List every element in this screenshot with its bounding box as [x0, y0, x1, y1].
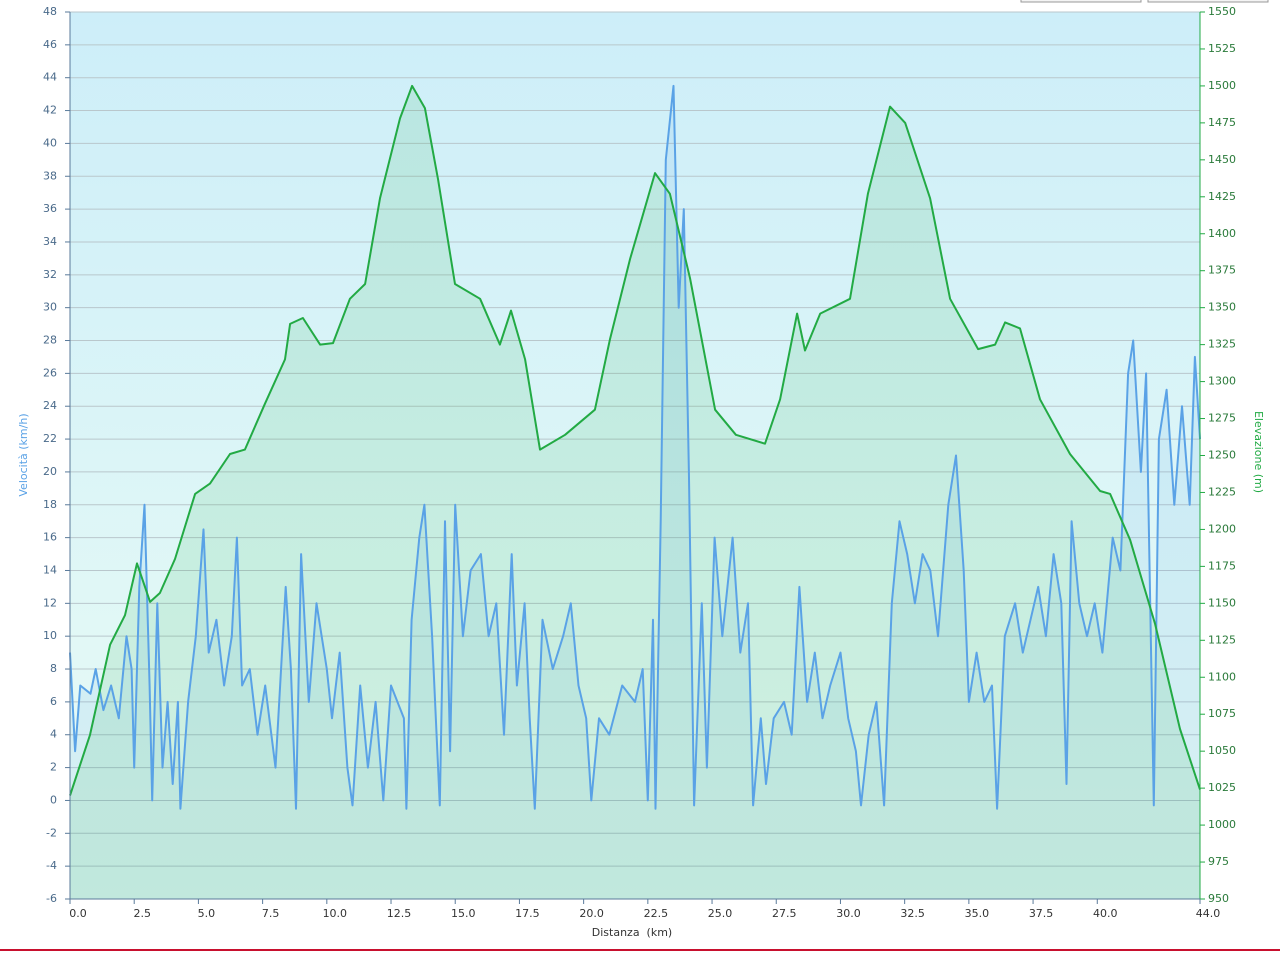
- series-area: [70, 85, 1200, 899]
- y-tick-label: 40: [43, 136, 57, 149]
- y-tick-label: 24: [43, 399, 57, 412]
- y-tick-label: 36: [43, 202, 57, 215]
- y-tick-label: 6: [50, 695, 57, 708]
- y-tick-label: 14: [43, 563, 57, 576]
- y-tick-label: -2: [46, 826, 57, 839]
- y-axis-title: Velocità (km/h): [17, 413, 30, 496]
- x-tick-label: 27.5: [772, 907, 797, 920]
- y-tick-label: 48: [43, 5, 57, 18]
- y2-tick-label: 1250: [1208, 449, 1236, 462]
- y-tick-label: 38: [43, 169, 57, 182]
- y2-tick-label: 1325: [1208, 338, 1236, 351]
- x-tick-label: 17.5: [515, 907, 540, 920]
- toolbar-button[interactable]: [1020, 0, 1142, 3]
- y-tick-label: -4: [46, 859, 57, 872]
- y-tick-label: 26: [43, 366, 57, 379]
- x-tick-label: 30.0: [836, 907, 861, 920]
- y2-tick-label: 1375: [1208, 264, 1236, 277]
- x-tick-label: 40.0: [1093, 907, 1118, 920]
- y2-tick-label: 1225: [1208, 485, 1236, 498]
- axes: -6-4-20246810121416182022242628303234363…: [43, 5, 1236, 920]
- series-line: [69, 84, 1201, 796]
- y-tick-label: 34: [43, 235, 57, 248]
- x-tick-label: 5.0: [198, 907, 216, 920]
- y2-tick-label: 1200: [1208, 522, 1236, 535]
- x-tick-label: 2.5: [133, 907, 151, 920]
- y-tick-label: 28: [43, 334, 57, 347]
- y-tick-label: 16: [43, 531, 57, 544]
- x-tick-label: 35.0: [965, 907, 990, 920]
- x-tick-label: 7.5: [262, 907, 280, 920]
- y-tick-label: 30: [43, 301, 57, 314]
- x-tick-label: 32.5: [900, 907, 925, 920]
- y2-axis-title: Elevazione (m): [1252, 411, 1265, 493]
- y-tick-label: 44: [43, 71, 57, 84]
- lines: [69, 84, 1201, 810]
- y-tick-label: 2: [50, 761, 57, 774]
- y-tick-label: 46: [43, 38, 57, 51]
- y-tick-label: 22: [43, 432, 57, 445]
- x-tick-label: 12.5: [387, 907, 412, 920]
- x-tick-label: 37.5: [1029, 907, 1054, 920]
- y-tick-label: 10: [43, 629, 57, 642]
- x-tick-label: 25.0: [708, 907, 733, 920]
- y2-tick-label: 1400: [1208, 227, 1236, 240]
- y2-tick-label: 950: [1208, 892, 1229, 905]
- y-tick-label: 12: [43, 596, 57, 609]
- toolbar-button[interactable]: [1147, 0, 1269, 3]
- x-tick-label: 22.5: [644, 907, 669, 920]
- y2-tick-label: 1550: [1208, 5, 1236, 18]
- y-tick-label: 4: [50, 728, 57, 741]
- series-area: [70, 85, 1200, 899]
- x-tick-label: 10.0: [323, 907, 348, 920]
- y2-tick-label: 1275: [1208, 412, 1236, 425]
- y2-tick-label: 1500: [1208, 79, 1236, 92]
- y2-tick-label: 1075: [1208, 707, 1236, 720]
- series-line: [69, 84, 1201, 810]
- x-axis-title: Distanza (km): [592, 926, 672, 939]
- y2-tick-label: 1425: [1208, 190, 1236, 203]
- y2-tick-label: 1150: [1208, 596, 1236, 609]
- y-tick-label: -6: [46, 892, 57, 905]
- areas: [70, 85, 1200, 899]
- x-tick-label: 20.0: [579, 907, 604, 920]
- y-tick-label: 8: [50, 662, 57, 675]
- y-tick-label: 32: [43, 268, 57, 281]
- y-tick-label: 42: [43, 104, 57, 117]
- y2-tick-label: 1175: [1208, 559, 1236, 572]
- y-tick-label: 18: [43, 498, 57, 511]
- y-tick-label: 0: [50, 793, 57, 806]
- y2-tick-label: 975: [1208, 855, 1229, 868]
- y-tick-label: 20: [43, 465, 57, 478]
- x-tick-label: 0.0: [69, 907, 87, 920]
- y2-tick-label: 1300: [1208, 375, 1236, 388]
- y2-tick-label: 1025: [1208, 781, 1236, 794]
- x-tick-label: 44.0: [1196, 907, 1221, 920]
- y2-tick-label: 1525: [1208, 42, 1236, 55]
- y2-tick-label: 1050: [1208, 744, 1236, 757]
- plot-background: [70, 12, 1200, 899]
- y2-tick-label: 1350: [1208, 301, 1236, 314]
- y2-tick-label: 1475: [1208, 116, 1236, 129]
- y2-tick-label: 1000: [1208, 818, 1236, 831]
- y2-tick-label: 1100: [1208, 670, 1236, 683]
- y2-tick-label: 1450: [1208, 153, 1236, 166]
- x-tick-label: 15.0: [451, 907, 476, 920]
- y2-tick-label: 1125: [1208, 633, 1236, 646]
